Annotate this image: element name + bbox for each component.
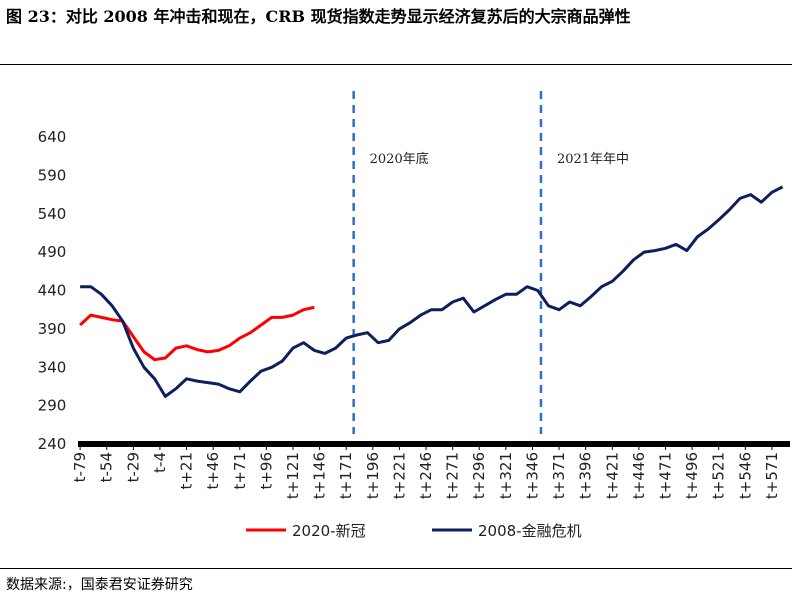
x-tick-label: t-79 — [71, 452, 89, 482]
series-line — [79, 305, 315, 362]
source: 数据来源:，国泰君安证券研究 — [6, 577, 193, 593]
x-tick-label: t+321 — [497, 452, 515, 499]
x-tick-label: t-54 — [98, 452, 116, 482]
x-tick-label: t-29 — [124, 452, 142, 482]
y-tick-label: 240 — [38, 435, 67, 453]
y-tick-label: 490 — [38, 243, 67, 261]
series-line — [80, 185, 784, 398]
y-tick-label: 440 — [38, 282, 67, 300]
x-tick-label: t+121 — [284, 452, 302, 499]
x-tick-label: t+296 — [470, 452, 488, 499]
x-tick-label: t+96 — [257, 452, 275, 490]
x-tick-label: t+71 — [231, 452, 249, 490]
y-tick-label: 540 — [38, 205, 67, 223]
chart-title: 图 23：对比 2008 年冲击和现在，CRB 现货指数走势显示经济复苏后的大宗… — [6, 7, 631, 26]
x-tick-label: t+271 — [444, 452, 462, 499]
x-tick-label: t+246 — [417, 452, 435, 499]
x-tick-label: t+21 — [178, 452, 196, 490]
x-tick-label: t+196 — [364, 452, 382, 499]
y-tick-label: 640 — [38, 128, 67, 146]
annotation-text: 2021年年中 — [557, 152, 629, 167]
y-tick-label: 340 — [38, 358, 67, 376]
annotation-text: 2020年底 — [370, 151, 429, 167]
x-tick-label: t+171 — [337, 452, 355, 499]
chart: 240 290 340 390 440 490 540 590 640 t-79 t-54 t-29 t… — [38, 91, 790, 540]
x-tick-label: t+146 — [311, 452, 329, 499]
y-tick-label: 390 — [38, 320, 67, 338]
x-tick-label: t+571 — [763, 452, 781, 499]
x-tick-label: t+46 — [204, 452, 222, 490]
x-tick-label: t+421 — [603, 452, 621, 499]
x-tick-label: t+471 — [656, 452, 674, 499]
x-tick-label: t+496 — [683, 452, 701, 499]
x-tick-label: t+346 — [523, 452, 541, 499]
rule — [0, 568, 792, 569]
x-tick-label: t+371 — [550, 452, 568, 499]
y-tick-label: 590 — [38, 166, 67, 184]
x-tick-label: t+546 — [736, 452, 754, 499]
legend-label: 2020-新冠 — [292, 522, 366, 540]
rule — [0, 64, 792, 65]
x-tick-label: t+446 — [630, 452, 648, 499]
y-tick-label: 290 — [38, 397, 67, 415]
x-tick-label: t+221 — [390, 452, 408, 499]
x-tick-label: t-4 — [151, 452, 169, 473]
x-tick-label: t+396 — [577, 452, 595, 499]
legend-label: 2008-金融危机 — [478, 522, 582, 540]
x-tick-label: t+521 — [710, 452, 728, 499]
